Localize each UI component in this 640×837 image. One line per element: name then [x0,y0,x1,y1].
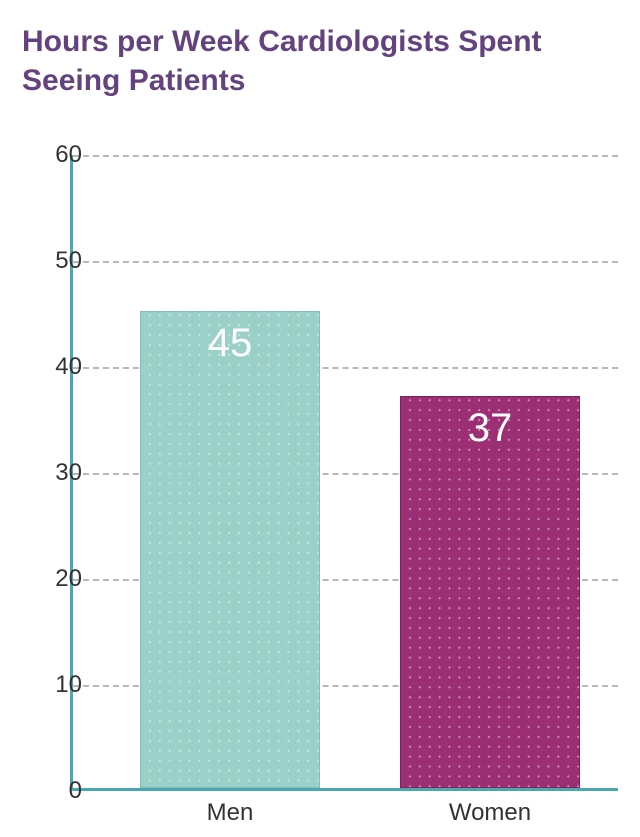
x-axis-line [70,788,618,791]
y-tick-label: 40 [32,353,82,381]
bar-men: 45 [140,311,320,788]
y-tick-label: 10 [32,671,82,699]
x-tick-label: Men [207,799,254,827]
y-tick-label: 50 [32,247,82,275]
y-tick-label: 60 [32,141,82,169]
y-tick-label: 20 [32,565,82,593]
chart-plot-area: 45 37 [70,155,618,791]
chart-title: Hours per Week Cardiologists Spent Seein… [22,22,618,100]
grid-line [73,155,618,157]
y-tick-label: 0 [32,777,82,805]
x-tick-label: Women [449,799,531,827]
bar-value-label: 45 [140,321,320,366]
bar-value-label: 37 [400,406,580,451]
bar-women: 37 [400,396,580,788]
grid-line [73,261,618,263]
y-tick-label: 30 [32,459,82,487]
